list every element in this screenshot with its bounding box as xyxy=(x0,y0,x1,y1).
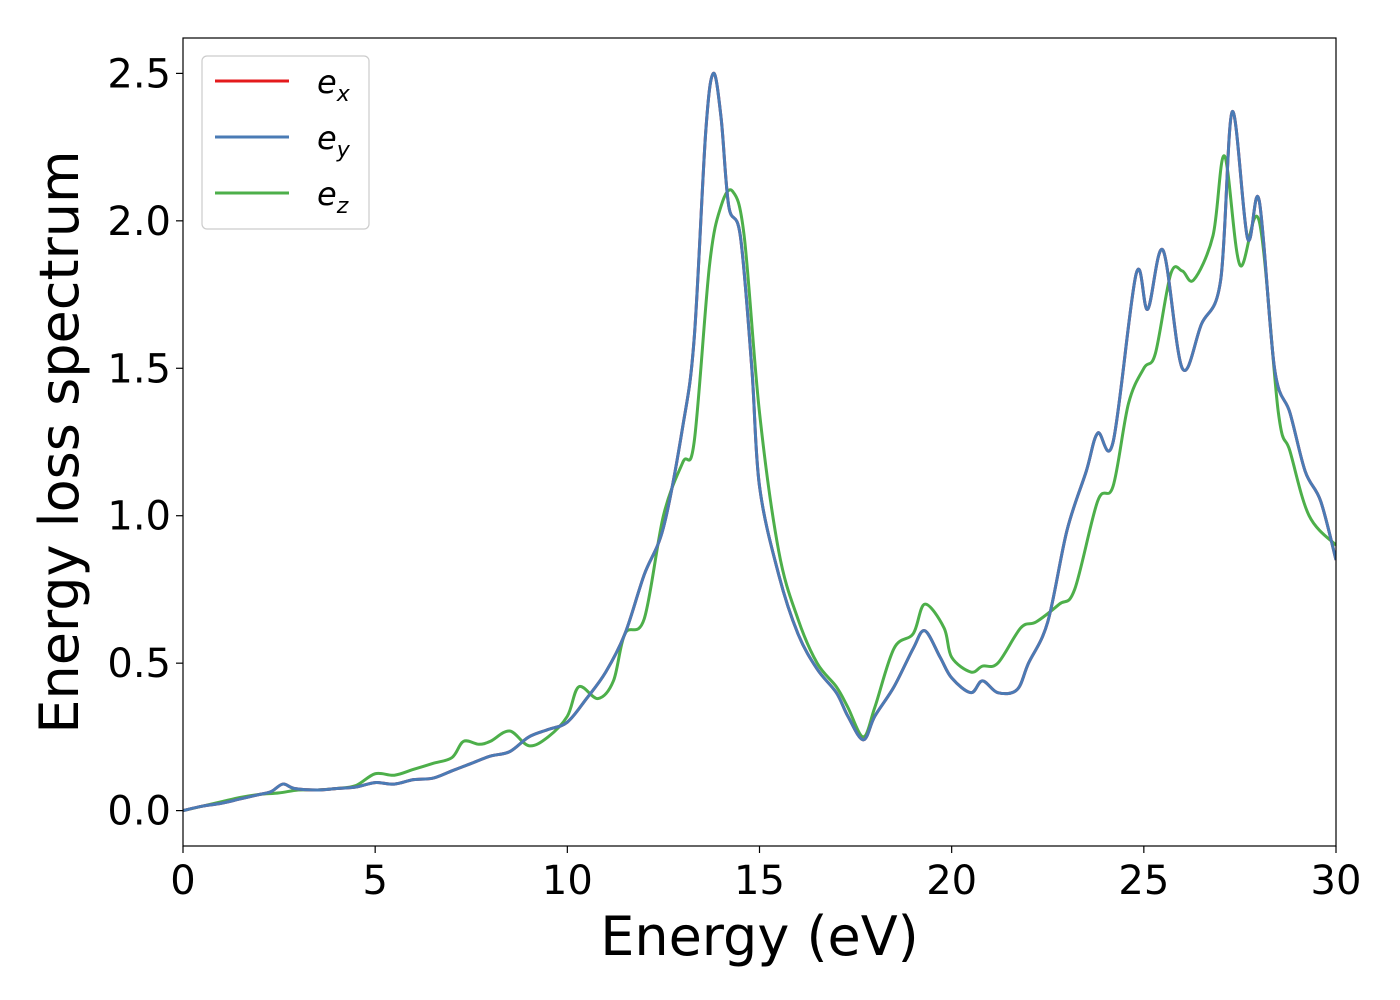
x-axis-title: Energy (eV) xyxy=(600,905,919,968)
x-tick-label: 5 xyxy=(362,858,387,904)
plot-area xyxy=(183,38,1336,846)
x-axis: 0 5 10 15 20 25 30 xyxy=(170,846,1361,904)
y-tick-label: 1.5 xyxy=(107,346,171,392)
series-line-e-z xyxy=(183,154,1336,813)
x-tick-label: 30 xyxy=(1311,858,1362,904)
y-tick-label: 0.5 xyxy=(107,641,171,687)
x-tick-label: 0 xyxy=(170,858,195,904)
y-tick-label: 1.0 xyxy=(107,494,171,540)
y-axis-title: Energy loss spectrum xyxy=(28,150,91,733)
y-tick-label: 2.5 xyxy=(107,51,171,97)
y-axis: 0.0 0.5 1.0 1.5 2.0 2.5 xyxy=(107,51,183,835)
x-tick-label: 20 xyxy=(926,858,977,904)
series-layer xyxy=(183,71,1336,813)
series-line-e-y xyxy=(183,71,1336,813)
legend-box xyxy=(201,55,370,230)
y-tick-label: 0.0 xyxy=(107,789,171,835)
x-tick-label: 10 xyxy=(542,858,593,904)
x-tick-label: 25 xyxy=(1118,858,1169,904)
y-tick-label: 2.0 xyxy=(107,199,171,245)
x-tick-label: 15 xyxy=(734,858,785,904)
